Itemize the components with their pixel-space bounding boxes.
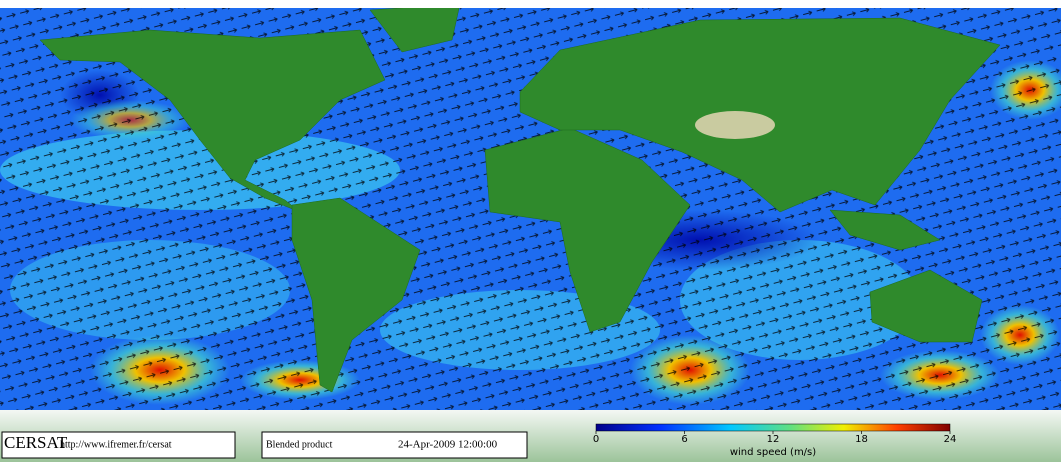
- date: 24-Apr-2009 12:00:00: [398, 439, 498, 451]
- logo: CERSAT: [4, 433, 68, 452]
- colorbar-tick-label: 18: [855, 434, 868, 445]
- colorbar-tick-label: 12: [767, 434, 780, 445]
- colorbar-tick-label: 6: [681, 434, 687, 445]
- colorbar-gradient: [595, 423, 951, 432]
- product: Blended product: [266, 439, 333, 450]
- colorbar-tick-label: 24: [944, 434, 957, 445]
- land: [39, 3, 1001, 393]
- product-box: [261, 431, 528, 459]
- colorbar-tick-label: 0: [593, 434, 599, 445]
- url: http://www.ifremer.fr/cersat: [60, 439, 172, 450]
- colorbar-label: wind speed (m/s): [730, 447, 816, 458]
- polar-ice: [0, 0, 1061, 8]
- colorbar: wind speed (m/s) 0 6 12 18 24: [593, 423, 957, 458]
- info-boxes: CERSAT http://www.ifremer.fr/cersat Blen…: [1, 431, 528, 459]
- logo-box: [1, 431, 236, 459]
